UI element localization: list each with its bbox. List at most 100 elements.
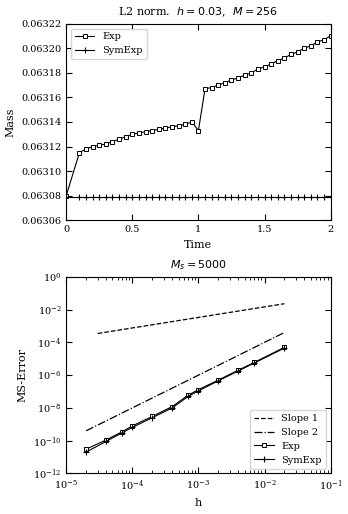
Exp bbox=[104, 141, 108, 147]
SymExp bbox=[110, 194, 114, 200]
Exp bbox=[282, 55, 286, 61]
Exp bbox=[124, 134, 128, 140]
Legend: Exp, SymExp: Exp, SymExp bbox=[71, 29, 147, 59]
Exp bbox=[262, 64, 267, 70]
Exp bbox=[90, 143, 95, 150]
Y-axis label: MS-Error: MS-Error bbox=[17, 348, 27, 402]
Exp bbox=[190, 119, 194, 125]
SymExp bbox=[84, 194, 88, 200]
SymExp bbox=[302, 194, 306, 200]
Exp bbox=[150, 413, 154, 419]
Exp bbox=[64, 193, 68, 199]
SymExp bbox=[150, 415, 154, 421]
Line: Slope 1: Slope 1 bbox=[98, 304, 284, 334]
SymExp bbox=[315, 194, 319, 200]
SymExp bbox=[104, 194, 108, 200]
Exp bbox=[329, 33, 333, 39]
SymExp bbox=[243, 194, 247, 200]
Exp bbox=[243, 72, 247, 78]
Line: SymExp: SymExp bbox=[83, 345, 287, 455]
Exp bbox=[252, 359, 256, 365]
Exp bbox=[130, 131, 134, 137]
Exp bbox=[130, 423, 134, 429]
Y-axis label: Mass: Mass bbox=[6, 107, 16, 137]
Exp bbox=[249, 70, 253, 76]
Exp bbox=[117, 136, 121, 142]
X-axis label: h: h bbox=[195, 499, 202, 508]
Line: SymExp: SymExp bbox=[63, 194, 333, 199]
Line: Exp: Exp bbox=[84, 345, 287, 452]
Slope 1 bbox=[96, 331, 100, 337]
Exp bbox=[186, 392, 190, 398]
Exp bbox=[223, 80, 227, 86]
SymExp bbox=[124, 194, 128, 200]
SymExp bbox=[236, 368, 240, 374]
SymExp bbox=[249, 194, 253, 200]
SymExp bbox=[216, 378, 220, 384]
Exp bbox=[216, 377, 220, 383]
Exp bbox=[229, 77, 234, 83]
Exp bbox=[110, 138, 114, 144]
SymExp bbox=[150, 194, 154, 200]
SymExp bbox=[97, 194, 101, 200]
SymExp bbox=[104, 438, 108, 445]
SymExp bbox=[289, 194, 293, 200]
Exp bbox=[104, 437, 108, 443]
Exp bbox=[216, 82, 220, 88]
Exp bbox=[302, 45, 306, 51]
Exp bbox=[163, 125, 167, 131]
SymExp bbox=[229, 194, 234, 200]
Exp bbox=[170, 403, 174, 410]
Exp bbox=[322, 36, 326, 43]
Line: Exp: Exp bbox=[64, 33, 333, 198]
Exp bbox=[196, 387, 200, 393]
X-axis label: Time: Time bbox=[184, 240, 213, 250]
Exp bbox=[143, 128, 148, 135]
SymExp bbox=[170, 194, 174, 200]
SymExp bbox=[309, 194, 313, 200]
SymExp bbox=[252, 360, 256, 366]
SymExp bbox=[295, 194, 300, 200]
SymExp bbox=[236, 194, 240, 200]
SymExp bbox=[90, 194, 95, 200]
SymExp bbox=[176, 194, 181, 200]
Exp bbox=[269, 61, 273, 67]
Exp bbox=[295, 49, 300, 55]
Exp bbox=[203, 86, 207, 92]
Exp bbox=[120, 429, 124, 435]
Exp bbox=[157, 126, 161, 133]
Slope 1 bbox=[282, 301, 286, 307]
Exp bbox=[84, 146, 88, 152]
Legend: Slope 1, Slope 2, Exp, SymExp: Slope 1, Slope 2, Exp, SymExp bbox=[250, 410, 326, 469]
SymExp bbox=[276, 194, 280, 200]
SymExp bbox=[170, 405, 174, 411]
Slope 2 bbox=[282, 329, 286, 336]
SymExp bbox=[282, 194, 286, 200]
Exp bbox=[236, 75, 240, 81]
SymExp bbox=[137, 194, 141, 200]
SymExp bbox=[209, 194, 214, 200]
SymExp bbox=[130, 424, 134, 430]
SymExp bbox=[157, 194, 161, 200]
SymExp bbox=[196, 388, 200, 394]
SymExp bbox=[77, 194, 81, 200]
SymExp bbox=[120, 430, 124, 436]
Exp bbox=[196, 127, 200, 134]
SymExp bbox=[196, 194, 200, 200]
SymExp bbox=[256, 194, 260, 200]
SymExp bbox=[84, 449, 88, 455]
SymExp bbox=[117, 194, 121, 200]
SymExp bbox=[329, 194, 333, 200]
SymExp bbox=[130, 194, 134, 200]
Exp bbox=[282, 344, 286, 351]
Exp bbox=[183, 121, 187, 127]
Exp bbox=[97, 142, 101, 149]
SymExp bbox=[64, 194, 68, 200]
Exp bbox=[315, 39, 319, 45]
SymExp bbox=[322, 194, 326, 200]
Exp bbox=[309, 43, 313, 49]
Title: $M_s = 5000$: $M_s = 5000$ bbox=[170, 259, 227, 272]
Exp bbox=[289, 51, 293, 58]
Exp bbox=[84, 446, 88, 452]
SymExp bbox=[163, 194, 167, 200]
